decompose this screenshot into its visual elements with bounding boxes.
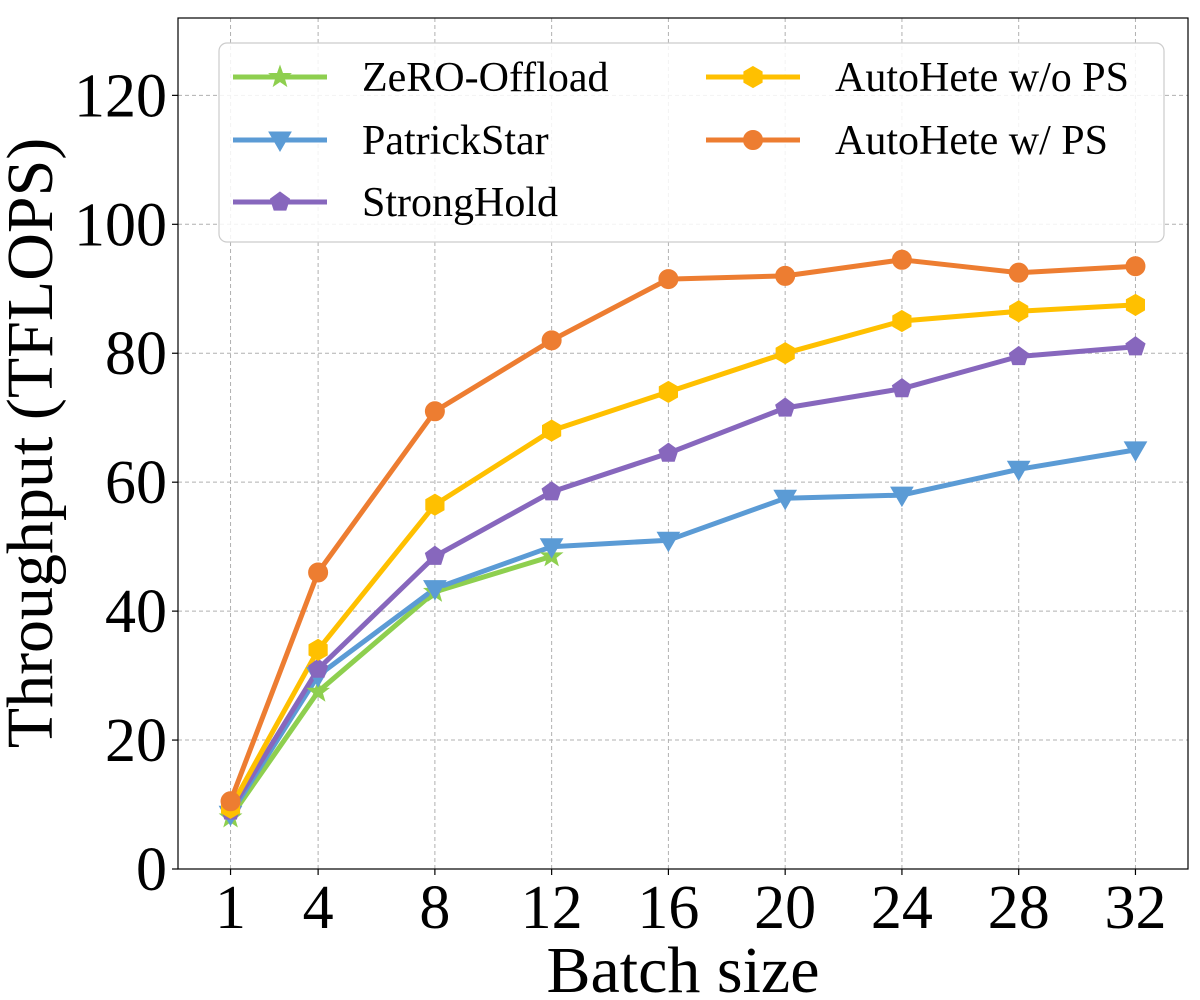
legend-marker-autohete-w-o-ps bbox=[744, 67, 762, 88]
x-tick-label: 8 bbox=[419, 874, 450, 942]
throughput-chart: 1 4 8 12 16 20 24 28 32 0 20 40 60 80 100 120 Batch si… bbox=[0, 0, 1200, 1000]
data-point-stronghold bbox=[659, 443, 678, 461]
y-tick-label: 80 bbox=[105, 320, 167, 388]
series-line-autohete-w-o-ps bbox=[231, 305, 1136, 808]
data-point-stronghold bbox=[1126, 337, 1145, 355]
legend-label-zero-offload: ZeRO-Offload bbox=[362, 55, 608, 101]
y-axis-ticks: 0 20 40 60 80 100 120 bbox=[74, 62, 178, 904]
x-tick-label: 16 bbox=[637, 874, 699, 942]
y-tick-label: 0 bbox=[136, 836, 167, 904]
x-tick-label: 24 bbox=[871, 874, 933, 942]
data-point-autohete-w-ps bbox=[221, 792, 240, 811]
data-point-stronghold bbox=[542, 482, 561, 500]
legend-label-autohete-w-ps: AutoHete w/ PS bbox=[835, 118, 1108, 164]
data-point-autohete-w-o-ps bbox=[543, 420, 561, 441]
data-point-autohete-w-o-ps bbox=[659, 381, 677, 402]
x-axis-title: Batch size bbox=[546, 934, 819, 1000]
y-tick-label: 100 bbox=[74, 191, 167, 259]
x-tick-label: 1 bbox=[215, 874, 246, 942]
series-line-autohete-w-ps bbox=[231, 260, 1136, 802]
data-point-autohete-w-ps bbox=[425, 402, 444, 421]
data-point-autohete-w-ps bbox=[659, 270, 678, 289]
y-tick-label: 60 bbox=[105, 449, 167, 517]
x-tick-label: 32 bbox=[1104, 874, 1166, 942]
x-tick-label: 12 bbox=[521, 874, 583, 942]
data-point-autohete-w-o-ps bbox=[309, 639, 327, 660]
data-point-autohete-w-ps bbox=[309, 563, 328, 582]
legend-label-autohete-w-o-ps: AutoHete w/o PS bbox=[835, 55, 1129, 101]
data-point-autohete-w-o-ps bbox=[776, 343, 794, 364]
data-point-stronghold bbox=[425, 546, 444, 564]
data-point-stronghold bbox=[1009, 347, 1028, 365]
legend-label-patrickstar: PatrickStar bbox=[362, 118, 549, 164]
data-point-stronghold bbox=[776, 398, 795, 416]
x-tick-label: 4 bbox=[303, 874, 334, 942]
y-tick-label: 120 bbox=[74, 62, 167, 130]
y-tick-label: 40 bbox=[105, 578, 167, 646]
x-axis-ticks: 1 4 8 12 16 20 24 28 32 bbox=[215, 869, 1166, 942]
y-tick-label: 20 bbox=[105, 707, 167, 775]
legend: ZeRO-Offload PatrickStar StrongHold AutoHet… bbox=[219, 43, 1164, 242]
data-point-autohete-w-o-ps bbox=[1126, 294, 1144, 315]
y-axis-title: Throughput (TFLOPS) bbox=[0, 138, 67, 749]
data-point-autohete-w-ps bbox=[542, 331, 561, 350]
x-tick-label: 20 bbox=[754, 874, 816, 942]
series-lines bbox=[231, 260, 1136, 818]
data-point-autohete-w-o-ps bbox=[893, 311, 911, 332]
data-point-autohete-w-o-ps bbox=[426, 494, 444, 515]
x-tick-label: 28 bbox=[988, 874, 1050, 942]
legend-label-stronghold: StrongHold bbox=[362, 180, 558, 226]
legend-marker-autohete-w-ps bbox=[744, 131, 763, 150]
data-point-autohete-w-ps bbox=[892, 250, 911, 269]
data-point-autohete-w-o-ps bbox=[1010, 301, 1028, 322]
data-point-autohete-w-ps bbox=[776, 266, 795, 285]
data-point-autohete-w-ps bbox=[1009, 263, 1028, 282]
series-line-stronghold bbox=[231, 347, 1136, 811]
data-point-stronghold bbox=[892, 379, 911, 397]
data-point-autohete-w-ps bbox=[1126, 257, 1145, 276]
